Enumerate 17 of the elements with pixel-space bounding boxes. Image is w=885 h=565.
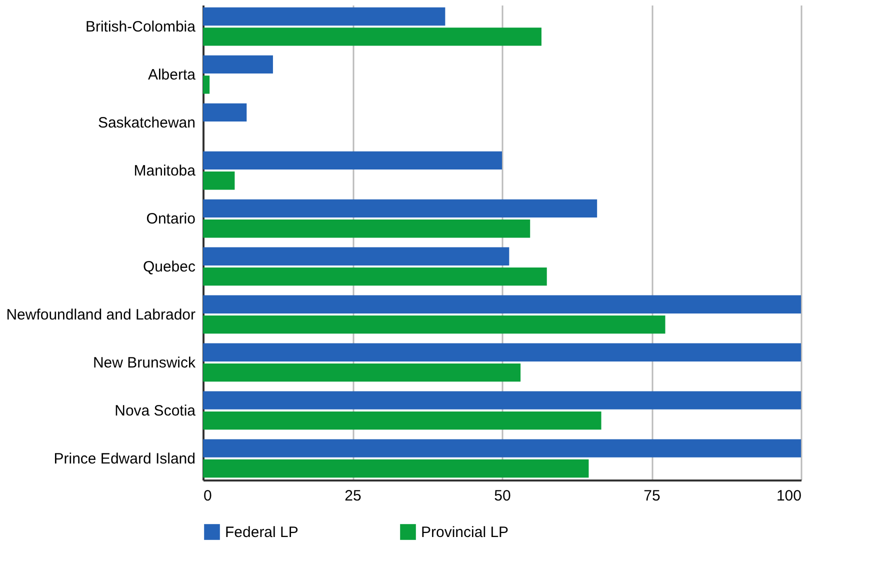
x-tick-label: 25 — [344, 488, 362, 504]
y-tick-label: Quebec — [142, 258, 196, 276]
y-tick-label: Alberta — [148, 66, 196, 84]
y-tick-label: Nova Scotia — [114, 402, 196, 420]
y-tick-label: Newfoundland and Labrador — [6, 306, 196, 324]
x-tick-label: 100 — [776, 488, 802, 504]
y-tick-label: Manitoba — [134, 162, 196, 180]
x-tick-label: 0 — [204, 488, 212, 504]
y-tick-label: Saskatchewan — [98, 114, 196, 132]
x-tick-label: 75 — [644, 488, 660, 504]
legend-label: Provincial LP — [421, 524, 509, 541]
y-tick-label: Prince Edward Island — [54, 450, 196, 468]
legend-label: Federal LP — [225, 524, 298, 541]
y-tick-label: British-Colombia — [85, 18, 196, 36]
x-tick-label: 50 — [494, 488, 511, 504]
y-tick-label: Ontario — [146, 210, 196, 228]
y-tick-label: New Brunswick — [92, 354, 196, 372]
